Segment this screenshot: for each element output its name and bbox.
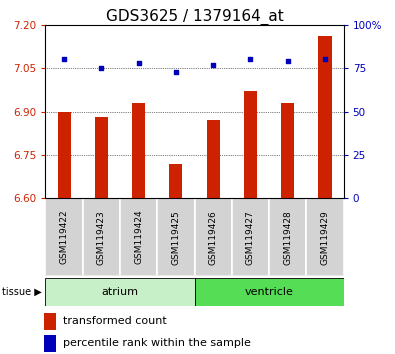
Text: GSM119429: GSM119429 [320, 210, 329, 264]
Point [322, 57, 328, 62]
Bar [44, 313, 56, 330]
Point [284, 58, 291, 64]
Bar [44, 335, 56, 352]
Point [135, 60, 142, 66]
Point [98, 65, 105, 71]
Text: percentile rank within the sample: percentile rank within the sample [63, 338, 250, 348]
Text: transformed count: transformed count [63, 316, 166, 326]
Bar [307, 198, 344, 276]
Text: GSM119424: GSM119424 [134, 210, 143, 264]
Point [173, 69, 179, 74]
Bar [83, 198, 120, 276]
Bar [281, 103, 294, 198]
Bar [45, 278, 194, 306]
Text: GSM119426: GSM119426 [209, 210, 218, 264]
Bar [132, 103, 145, 198]
Bar [45, 198, 83, 276]
Bar [244, 91, 257, 198]
Bar [120, 198, 157, 276]
Text: GSM119427: GSM119427 [246, 210, 255, 264]
Bar [269, 198, 307, 276]
Bar [207, 120, 220, 198]
Bar [157, 198, 194, 276]
Bar [194, 278, 344, 306]
Point [247, 57, 254, 62]
Bar [169, 164, 182, 198]
Bar [318, 36, 331, 198]
Text: atrium: atrium [102, 287, 139, 297]
Text: GSM119423: GSM119423 [97, 210, 106, 264]
Text: GSM119428: GSM119428 [283, 210, 292, 264]
Bar [95, 117, 108, 198]
Text: GSM119422: GSM119422 [60, 210, 69, 264]
Bar [194, 198, 232, 276]
Point [61, 57, 67, 62]
Point [210, 62, 216, 68]
Bar [58, 112, 71, 198]
Title: GDS3625 / 1379164_at: GDS3625 / 1379164_at [106, 8, 284, 25]
Text: GSM119425: GSM119425 [171, 210, 181, 264]
Bar [232, 198, 269, 276]
Text: ventricle: ventricle [245, 287, 293, 297]
Text: tissue ▶: tissue ▶ [2, 287, 42, 297]
